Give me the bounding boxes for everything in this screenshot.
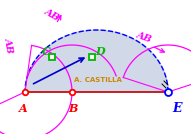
Text: A: A bbox=[19, 103, 28, 114]
Text: A. CASTILLA: A. CASTILLA bbox=[74, 77, 122, 83]
Text: AB: AB bbox=[135, 30, 153, 44]
Text: E: E bbox=[172, 102, 181, 115]
Polygon shape bbox=[25, 30, 168, 92]
Text: AB: AB bbox=[43, 7, 61, 23]
Text: AB: AB bbox=[3, 37, 15, 54]
Text: C: C bbox=[42, 46, 51, 57]
Text: D: D bbox=[95, 46, 105, 57]
Text: B: B bbox=[68, 103, 77, 114]
